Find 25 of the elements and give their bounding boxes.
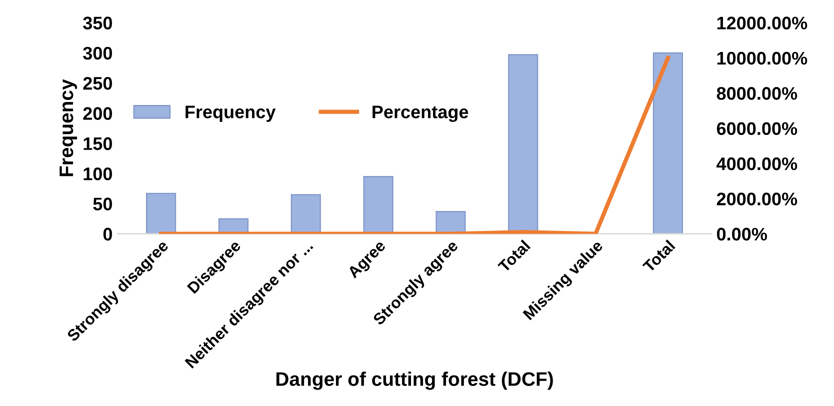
legend-label: Percentage (372, 106, 468, 122)
y2-tick-label: 6000.00% (716, 122, 798, 136)
y2-tick-label: 2000.00% (716, 192, 798, 206)
bar (436, 210, 466, 234)
bar (290, 194, 321, 234)
bar (146, 192, 176, 234)
bar (652, 52, 683, 234)
y2-tick-label: 4000.00% (716, 157, 798, 170)
y2-tick-label: 0.00% (716, 228, 767, 241)
y-tick-label: 300 (83, 46, 112, 60)
bar (218, 218, 248, 234)
y-tick-label: 100 (84, 167, 112, 180)
x-axis-title: Danger of cutting forest (DCF) (276, 372, 553, 390)
y2-tick-label: 12000.00% (717, 16, 808, 30)
y2-tick-label: 8000.00% (716, 87, 798, 100)
y-tick-label: 50 (93, 198, 112, 210)
y-tick-label: 250 (83, 76, 112, 90)
y-tick-label: 150 (84, 137, 112, 150)
y2-tick-label: 10000.00% (717, 52, 808, 65)
y-axis-title: Frequency (60, 79, 78, 176)
y-tick-label: 200 (83, 107, 112, 120)
y-tick-label: 350 (83, 16, 112, 30)
legend-label: Frequency (186, 106, 276, 122)
bar (363, 176, 394, 234)
y-tick-label: 0 (103, 228, 112, 241)
